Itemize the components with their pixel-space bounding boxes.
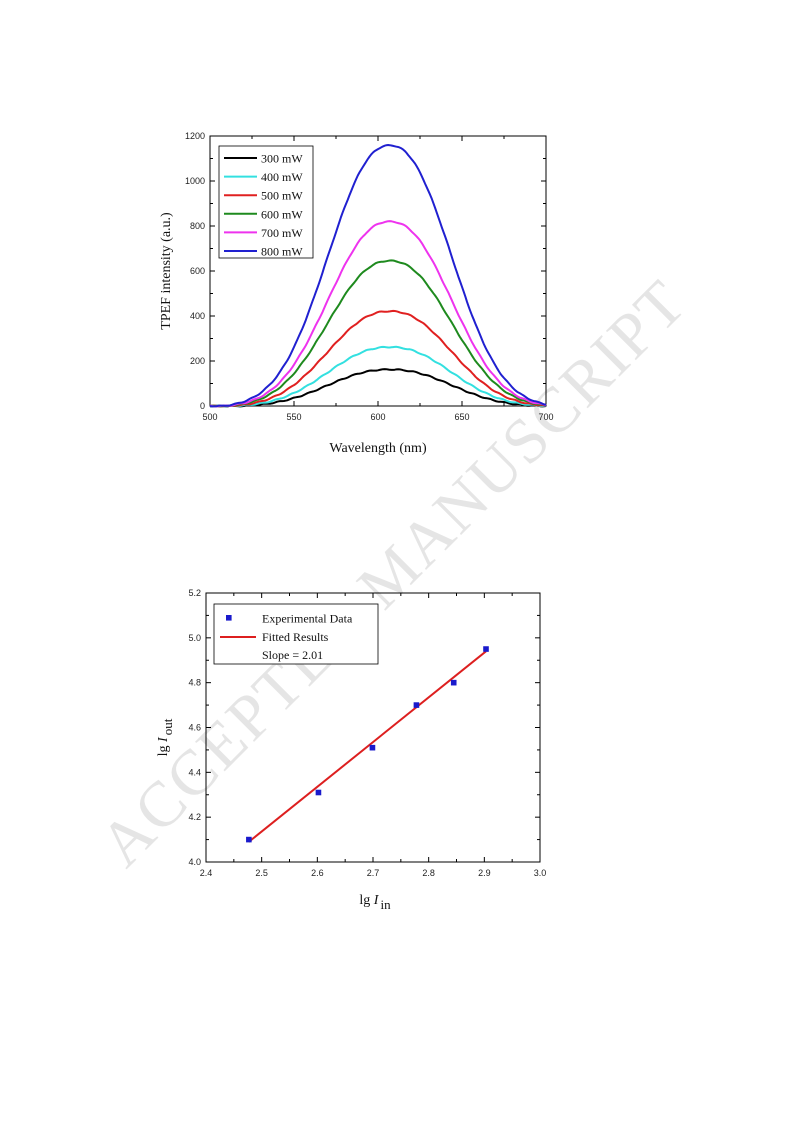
chart2-legend: Experimental Data Fitted Results Slope = 2… — [213, 603, 379, 665]
c1-y-tick-label: 800 — [190, 221, 205, 231]
c2-y-tick-label: 4.4 — [188, 767, 201, 777]
chart1-legend-label: 400 mW — [261, 170, 303, 184]
c2-y-tick-label: 4.8 — [188, 678, 201, 688]
chart2-data-point — [483, 646, 489, 652]
c2-y-tick-label: 4.6 — [188, 723, 201, 733]
c1-y-tick-label: 400 — [190, 311, 205, 321]
chart1-legend-box — [218, 145, 314, 259]
chart1-series-line-600-mw — [210, 259, 547, 408]
c2-x-tick-label: 2.7 — [367, 868, 380, 878]
power-dependence-chart: 2.4 2.5 2.6 2.7 2.8 2.9 3.0 4.0 4.2 4.4 4.6 4.8 5.0… — [156, 588, 546, 912]
tpef-spectrum-chart: 500 550 600 650 700 0 200 400 600 800 1000 1200 30… — [159, 131, 554, 456]
c1-y-tick-label: 1000 — [185, 176, 205, 186]
chart1-legend: 300 mW 400 mW 500 mW 600 mW 700 mW 800 mW — [218, 145, 314, 259]
c2-x-tick-label: 2.6 — [311, 868, 324, 878]
chart2-legend-box — [213, 603, 379, 665]
chart2-x-ticks: 2.4 2.5 2.6 2.7 2.8 2.9 3.0 — [200, 593, 547, 878]
chart1-series-lines — [209, 144, 547, 408]
chart1-series-line-300-mw — [210, 368, 547, 408]
c2-x-tick-label: 2.8 — [422, 868, 435, 878]
c1-y-tick-label: 1200 — [185, 131, 205, 141]
chart2-marks — [246, 646, 489, 843]
chart1-series-line-500-mw — [209, 309, 547, 408]
c1-x-tick-label: 650 — [454, 412, 469, 422]
c2-y-tick-label: 4.0 — [188, 857, 201, 867]
chart2-x-axis-label-main: lg — [359, 893, 373, 908]
chart2-y-axis-label-var: I — [156, 736, 171, 743]
chart2-data-point — [369, 744, 376, 751]
chart1-y-axis-label: TPEF intensity (a.u.) — [159, 212, 174, 330]
c2-x-tick-label: 2.9 — [478, 868, 491, 878]
c1-x-tick-label: 600 — [370, 412, 385, 422]
c1-y-tick-label: 0 — [200, 401, 205, 411]
chart2-legend-label: Fitted Results — [262, 630, 329, 644]
chart2-x-axis-label-sub: in — [380, 897, 391, 912]
chart1-series-line-400-mw — [209, 345, 547, 408]
chart2-y-ticks: 4.0 4.2 4.4 4.6 4.8 5.0 5.2 — [188, 588, 540, 867]
chart1-x-ticks: 500 550 600 650 700 — [202, 136, 554, 422]
c2-x-tick-label: 2.4 — [200, 868, 213, 878]
chart1-x-axis-label: Wavelength (nm) — [329, 441, 427, 456]
chart2-data-point — [246, 836, 252, 843]
chart2-y-axis-label-main: lg — [156, 742, 171, 756]
chart2-legend-label: Experimental Data — [262, 612, 353, 626]
chart2-x-axis-label-var: I — [373, 893, 380, 908]
c2-y-tick-label: 4.2 — [188, 812, 201, 822]
chart1-legend-label: 700 mW — [261, 226, 303, 240]
chart1-series-line-700-mw — [209, 220, 547, 408]
chart2-fitted-line — [248, 650, 487, 843]
c1-x-tick-label: 700 — [538, 412, 553, 422]
c1-y-tick-label: 600 — [190, 266, 205, 276]
chart2-data-point — [450, 679, 457, 686]
chart2-data-point — [315, 789, 322, 796]
chart2-y-axis-label-sub: out — [160, 718, 175, 735]
watermark-text: ACCEPTED MANUSCRIPT — [86, 266, 700, 880]
chart2-slope-annotation: Slope = 2.01 — [262, 648, 323, 662]
chart1-series-line-800-mw — [209, 144, 547, 408]
chart1-legend-label: 300 mW — [261, 152, 303, 166]
chart2-data-point — [413, 702, 420, 708]
chart2-legend-marker — [226, 615, 232, 621]
chart2-y-axis-label: lg Iout — [156, 718, 175, 756]
chart1-legend-label: 800 mW — [261, 245, 303, 259]
c2-y-tick-label: 5.0 — [188, 633, 201, 643]
chart1-legend-label: 500 mW — [261, 189, 303, 203]
c1-x-tick-label: 550 — [286, 412, 301, 422]
c2-x-tick-label: 2.5 — [255, 868, 268, 878]
c2-x-tick-label: 3.0 — [534, 868, 547, 878]
c1-x-tick-label: 500 — [202, 412, 217, 422]
c2-y-tick-label: 5.2 — [188, 588, 201, 598]
c1-y-tick-label: 200 — [190, 356, 205, 366]
chart1-legend-label: 600 mW — [261, 207, 303, 221]
